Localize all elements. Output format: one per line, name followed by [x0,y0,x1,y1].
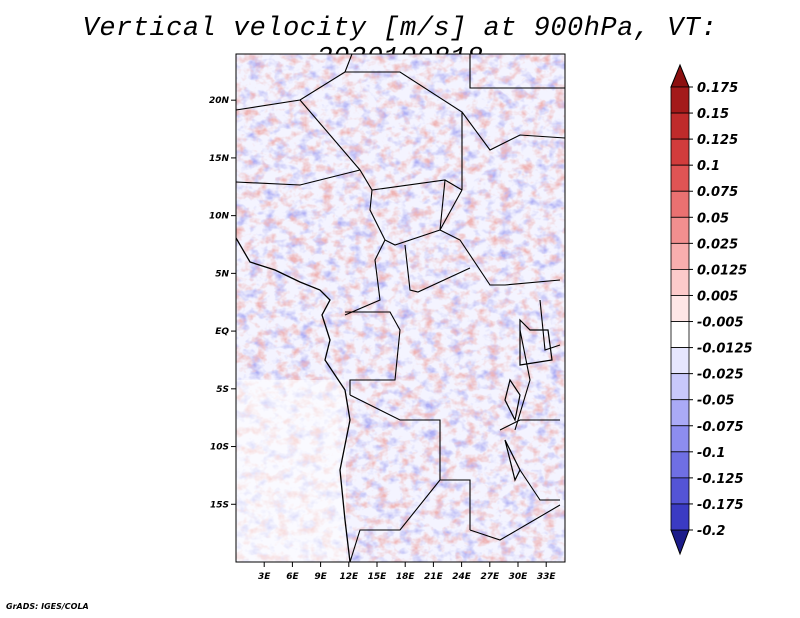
colorbar-swatch [670,321,690,348]
colorbar-label: 0.025 [697,237,738,252]
x-tick-label: 18E [396,572,416,582]
x-tick-label: 12E [339,572,359,582]
y-tick-label: EQ [215,327,229,337]
colorbar-swatch [670,373,690,401]
map-plot-area [236,54,565,562]
colorbar-swatch [670,216,690,244]
colorbar-label: 0.15 [697,107,729,122]
colorbar-label: 0.05 [697,211,729,226]
colorbar-swatch [670,190,690,218]
colorbar-swatch [670,164,690,192]
colorbar-swatch [670,295,690,322]
x-tick-label: 30E [509,572,529,582]
colorbar-swatch [670,477,690,505]
colorbar-bottom-extension [670,529,690,556]
colorbar-label: 0.1 [697,159,720,174]
colorbar-swatch [670,425,690,453]
colorbar-label: 0.125 [697,133,738,148]
x-tick-label: 21E [424,572,444,582]
x-tick-label: 15E [368,572,388,582]
colorbar-label: -0.005 [697,316,744,331]
y-tick-label: 5S [216,385,229,395]
country-borders [236,54,565,562]
colorbar-label: -0.025 [697,368,744,383]
colorbar-label: -0.1 [697,446,725,461]
ocean-calm-region [236,380,346,562]
x-tick-label: 6E [286,572,299,582]
colorbar-label: -0.125 [697,472,744,487]
grads-credit: GrADS: IGES/COLA [6,602,89,611]
colorbar-label: -0.075 [697,420,744,435]
colorbar-top-extension [670,63,690,88]
colorbar-swatch [670,399,690,427]
colorbar-label: -0.2 [697,524,725,539]
colorbar-label: 0.175 [697,81,738,96]
colorbar-swatch [670,347,690,375]
colorbar-swatch [670,269,690,296]
plot-frame [235,53,566,563]
x-tick-label: 3E [258,572,271,582]
x-tick-label: 33E [537,572,557,582]
colorbar-swatch [670,242,690,270]
y-axis: 20N 15N 10N 5N EQ 5S 10S 15S [209,96,236,510]
colorbar-label: 0.075 [697,185,738,200]
x-tick-label: 9E [314,572,327,582]
colorbar-label: -0.0125 [697,342,753,357]
x-axis: 3E 6E 9E 12E 15E 18E 21E 24E 27E 30E 33E [258,562,556,582]
y-tick-label: 20N [209,96,230,106]
y-tick-label: 15S [210,500,229,510]
lakes [504,318,553,482]
y-tick-label: 15N [209,154,230,164]
colorbar-label: -0.05 [697,394,734,409]
colorbar-swatch [670,451,690,479]
colorbar-swatch [670,138,690,166]
y-tick-label: 10S [210,443,229,453]
colorbar-swatch [670,86,690,114]
colorbar-label: -0.175 [697,498,744,513]
x-tick-label: 27E [480,572,500,582]
colorbar-label: 0.0125 [697,263,747,278]
colorbar-swatch [670,503,690,531]
coastline [236,237,351,562]
colorbar-label: 0.005 [697,289,738,304]
colorbar-swatch [670,112,690,140]
x-tick-label: 24E [452,572,472,582]
y-tick-label: 10N [209,212,230,222]
y-tick-label: 5N [215,269,229,279]
colorbar: 0.175 0.15 0.125 0.1 0.075 0.05 0.025 0.0125 0.0… [670,63,753,556]
